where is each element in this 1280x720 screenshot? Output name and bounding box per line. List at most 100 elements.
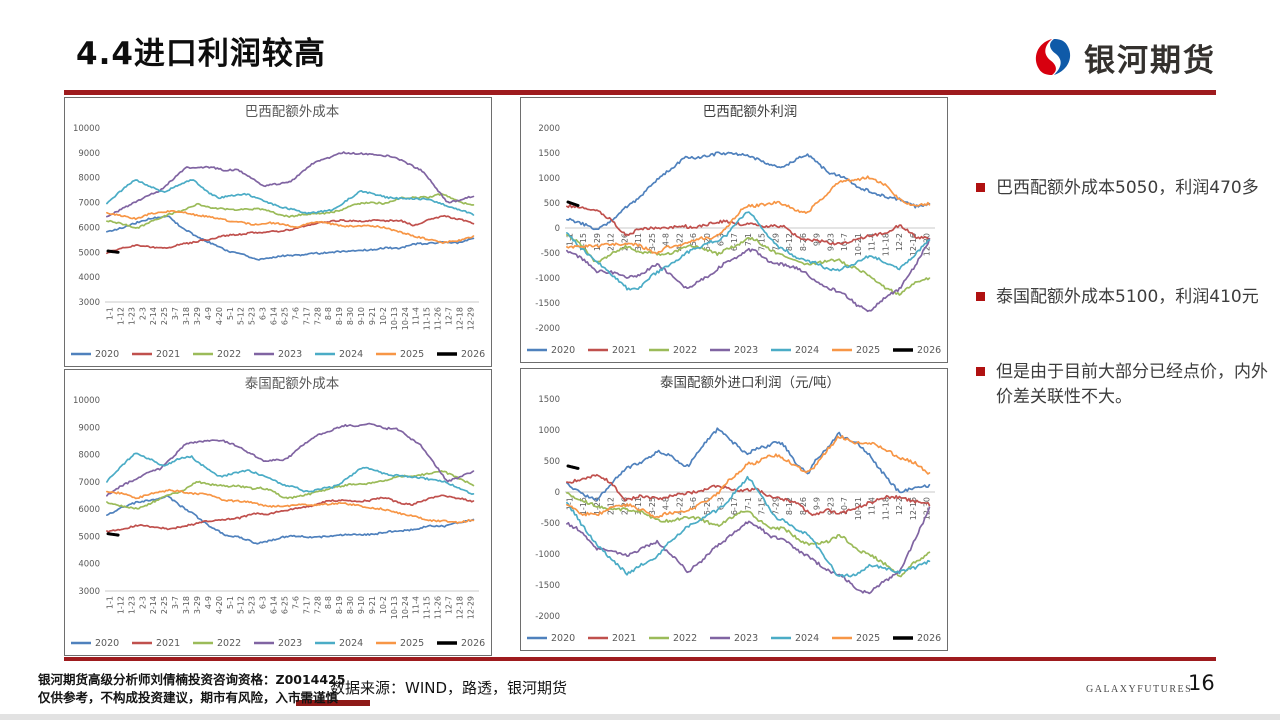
legend-label: 2021	[612, 633, 636, 644]
legend-item-2020: 2020	[527, 345, 575, 356]
legend-item-2021: 2021	[588, 345, 636, 356]
analyst-line: 银河期货高级分析师刘倩楠投资咨询资格：Z0014425	[38, 672, 346, 687]
y-tick-label: 10000	[73, 124, 100, 134]
legend-label: 2021	[156, 638, 180, 649]
bullet-brazil-cost: 巴西配额外成本5050，利润470多	[976, 176, 1274, 201]
series-line-2025	[566, 435, 931, 519]
legend-label: 2022	[217, 638, 241, 649]
legend-label: 2025	[856, 633, 880, 644]
x-tick-label: 3-7	[171, 307, 180, 320]
x-tick-label: 1-12	[116, 307, 125, 325]
x-tick-label: 6-17	[730, 233, 739, 251]
x-tick-label: 5-6	[689, 497, 698, 510]
x-tick-label: 1-1	[565, 497, 574, 510]
x-tick-label: 9-10	[357, 596, 366, 614]
x-tick-label: 1-23	[127, 307, 136, 325]
y-tick-label: 1000	[538, 174, 560, 184]
x-tick-label: 12-7	[445, 596, 454, 614]
legend-label: 2024	[339, 349, 363, 360]
x-tick-label: 10-7	[840, 497, 849, 515]
legend-item-2025: 2025	[832, 633, 880, 644]
x-tick-label: 7-15	[758, 233, 767, 251]
x-tick-label: 12-29	[466, 596, 475, 619]
x-tick-label: 12-7	[445, 307, 454, 325]
x-tick-label: 2-25	[160, 596, 169, 614]
x-tick-label: 2-14	[149, 596, 158, 614]
y-tick-label: 4000	[78, 560, 100, 570]
y-tick-label: 3000	[78, 298, 100, 308]
chart-title: 泰国配额外进口利润（元/吨）	[660, 375, 840, 391]
legend-item-2023: 2023	[254, 349, 302, 360]
bottom-divider	[64, 657, 1216, 661]
y-tick-label: 1500	[538, 149, 560, 159]
x-tick-label: 3-11	[634, 497, 643, 515]
x-tick-label: 1-1	[565, 233, 574, 246]
legend-item-2022: 2022	[649, 633, 697, 644]
x-tick-label: 8-12	[785, 497, 794, 515]
legend-label: 2026	[461, 638, 485, 649]
chart-panel-brazil-quota-profit: 巴西配额外利润 2000 1500 1000 500 0 -500 -1000 -1500 -20…	[520, 97, 948, 363]
series-line-2024	[106, 179, 475, 216]
x-tick-label: 10-13	[390, 596, 399, 619]
galaxy-swirl-icon	[1035, 39, 1071, 75]
x-tick-label: 7-15	[758, 497, 767, 515]
series-line-2025	[106, 488, 475, 524]
x-tick-label: 12-2	[895, 497, 904, 515]
x-tick-label: 6-14	[270, 307, 279, 325]
x-tick-label: 2-25	[160, 307, 169, 325]
legend-label: 2023	[278, 349, 302, 360]
legend-label: 2026	[917, 345, 941, 356]
x-tick-label: 3-11	[634, 233, 643, 251]
legend-label: 2025	[856, 345, 880, 356]
chart-panel-brazil-quota-cost: 巴西配额外成本 10000 9000 8000 7000 6000 5000 4000 3000…	[64, 97, 492, 367]
legend-item-2021: 2021	[588, 633, 636, 644]
x-tick-label: 6-14	[270, 596, 279, 614]
brand-logo: 银河期货	[1030, 34, 1216, 80]
page-number: 16	[1188, 671, 1215, 695]
x-tick-label: 7-29	[771, 497, 780, 515]
x-tick-label: 3-25	[648, 233, 657, 251]
bullet-square-icon	[976, 183, 985, 192]
x-tick-label: 11-15	[423, 307, 432, 330]
y-tick-label: 5000	[78, 248, 100, 258]
x-tick-label: 9-21	[368, 307, 377, 325]
x-tick-label: 12-16	[909, 497, 918, 520]
series-line-2022	[106, 192, 475, 229]
legend-item-2024: 2024	[771, 633, 819, 644]
disclaimer-line: 仅供参考，不构成投资建议，期市有风险，入市需谨慎	[38, 689, 339, 705]
x-tick-label: 4-9	[204, 596, 213, 609]
legend-label: 2020	[551, 345, 575, 356]
chart-brazil-quota-cost: 巴西配额外成本 10000 9000 8000 7000 6000 5000 4000 3000…	[71, 104, 485, 360]
y-tick-label: 2000	[538, 124, 560, 134]
x-tick-label: 7-28	[313, 307, 322, 325]
x-tick-label: 12-18	[455, 596, 464, 619]
x-tick-label: 3-18	[182, 307, 191, 325]
x-tick-label: 3-18	[182, 596, 191, 614]
legend-item-2022: 2022	[193, 349, 241, 360]
series-line-2025	[566, 175, 931, 255]
x-tick-label: 4-20	[215, 596, 224, 614]
x-tick-label: 12-16	[909, 233, 918, 256]
x-tick-label: 1-15	[579, 497, 588, 515]
x-tick-label: 1-12	[116, 596, 125, 614]
bullet-text: 泰国配额外成本5100，利润410元	[996, 287, 1259, 307]
x-tick-label: 11-4	[868, 497, 877, 515]
y-tick-label: -1000	[535, 550, 560, 560]
series-line-2023	[106, 422, 475, 497]
x-tick-label: 1-15	[579, 233, 588, 251]
x-tick-label: 5-12	[237, 596, 246, 614]
x-tick-label: 9-10	[357, 307, 366, 325]
x-tick-label: 9-9	[813, 497, 822, 510]
series-line-2026	[106, 249, 120, 254]
bullet-square-icon	[976, 367, 985, 376]
x-tick-label: 5-20	[703, 497, 712, 515]
y-tick-label: 500	[544, 199, 560, 209]
x-tick-label: 11-26	[434, 307, 443, 330]
legend-label: 2026	[917, 633, 941, 644]
legend-item-2021: 2021	[132, 349, 180, 360]
legend-label: 2024	[795, 345, 819, 356]
chart-panel-thailand-quota-cost: 泰国配额外成本 10000 9000 8000 7000 6000 5000 4000 3000…	[64, 369, 492, 656]
x-tick-label: 8-30	[346, 307, 355, 325]
legend-label: 2025	[400, 638, 424, 649]
x-tick-label: 9-23	[826, 497, 835, 515]
